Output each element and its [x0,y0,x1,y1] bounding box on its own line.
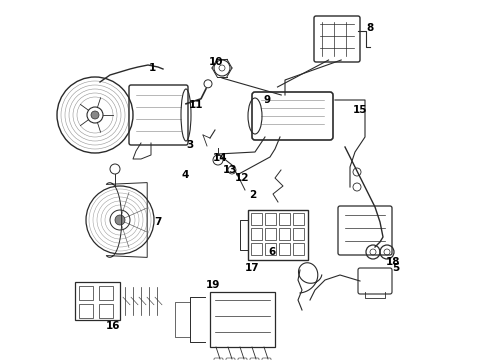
Text: 1: 1 [148,63,156,73]
Text: 4: 4 [181,170,189,180]
Text: 6: 6 [269,247,275,257]
Text: 2: 2 [249,190,257,200]
Text: 5: 5 [392,263,400,273]
Text: 12: 12 [235,173,249,183]
Text: 3: 3 [186,140,194,150]
Text: 7: 7 [154,217,162,227]
Text: 11: 11 [189,100,203,110]
Text: 10: 10 [209,57,223,67]
Text: 18: 18 [386,257,400,267]
Text: 16: 16 [106,321,120,331]
Text: 9: 9 [264,95,270,105]
Text: 13: 13 [223,165,237,175]
Circle shape [91,111,99,119]
Text: 17: 17 [245,263,259,273]
Text: 15: 15 [353,105,367,115]
Text: 8: 8 [367,23,374,33]
Text: 19: 19 [206,280,220,290]
Circle shape [115,215,125,225]
Text: 14: 14 [213,153,227,163]
